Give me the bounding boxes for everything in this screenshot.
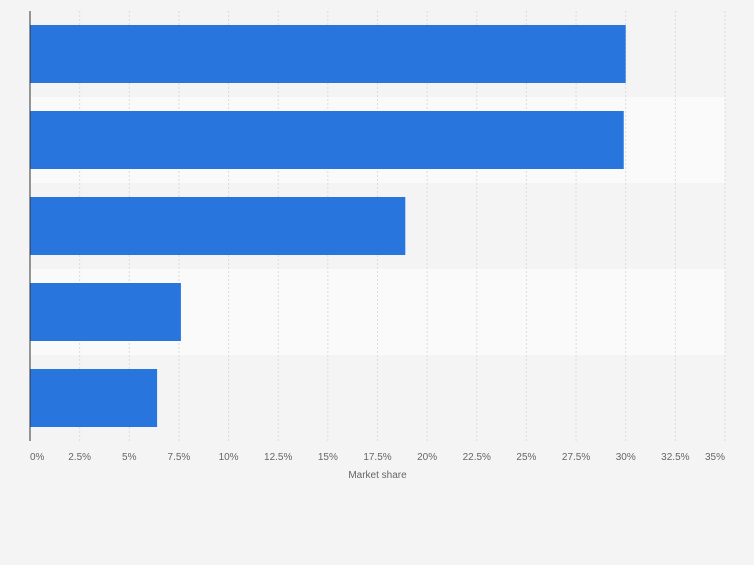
bars — [30, 25, 626, 427]
x-tick-label: 25% — [516, 452, 536, 463]
x-tick-label: 20% — [417, 452, 437, 463]
x-tick-label: 17.5% — [363, 452, 391, 463]
x-axis-ticks: 0% 2.5% 5% 7.5% 10% 12.5% 15% 17.5% 20% 22.5% 25% 2… — [30, 452, 725, 463]
x-tick-label: 7.5% — [168, 452, 191, 463]
x-tick-label: 32.5% — [661, 452, 689, 463]
x-tick-label: 2.5% — [68, 452, 91, 463]
x-tick-label: 12.5% — [264, 452, 292, 463]
x-axis-title: Market share — [348, 470, 407, 481]
bar[interactable] — [30, 369, 158, 427]
x-tick-label: 22.5% — [463, 452, 491, 463]
x-tick-label: 10% — [219, 452, 239, 463]
bar[interactable] — [30, 111, 624, 169]
bar[interactable] — [30, 283, 181, 341]
x-tick-label: 35% — [705, 452, 725, 463]
bar[interactable] — [30, 197, 406, 255]
x-tick-label: 15% — [318, 452, 338, 463]
x-tick-label: 0% — [30, 452, 45, 463]
bar[interactable] — [30, 25, 626, 83]
x-tick-label: 30% — [616, 452, 636, 463]
x-tick-label: 27.5% — [562, 452, 590, 463]
x-tick-label: 5% — [122, 452, 137, 463]
